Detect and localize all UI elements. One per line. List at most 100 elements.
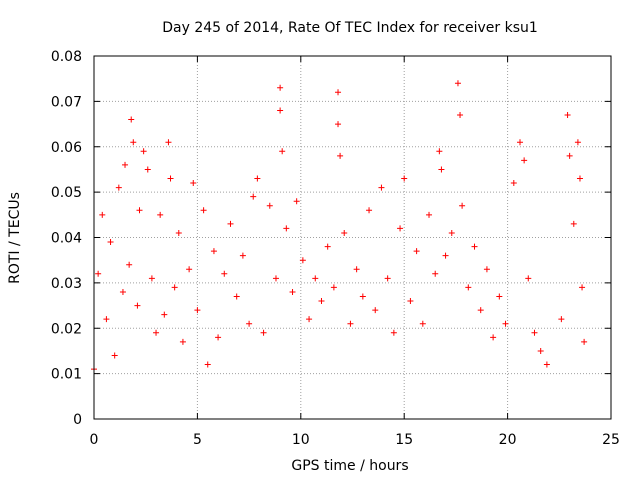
data-point <box>510 180 517 187</box>
data-point <box>190 180 197 187</box>
data-point <box>130 139 137 146</box>
x-axis-label: GPS time / hours <box>291 458 408 474</box>
data-point <box>215 334 222 341</box>
y-tick-label: 0.08 <box>51 49 82 65</box>
data-point <box>438 166 445 173</box>
data-point <box>574 139 581 146</box>
data-point <box>359 293 366 300</box>
data-point <box>266 202 273 209</box>
data-point <box>471 243 478 250</box>
data-point <box>165 139 172 146</box>
data-point <box>279 148 286 155</box>
data-point <box>277 107 284 114</box>
data-point <box>277 84 284 91</box>
y-tick-label: 0.02 <box>51 321 82 337</box>
data-point <box>221 270 228 277</box>
y-tick-label: 0.05 <box>51 185 82 201</box>
data-point <box>134 302 141 309</box>
data-point <box>167 175 174 182</box>
data-point <box>107 239 114 246</box>
y-tick-label: 0.01 <box>51 367 82 383</box>
data-point <box>457 111 464 118</box>
data-point <box>140 148 147 155</box>
data-point <box>272 275 279 282</box>
data-point <box>148 275 155 282</box>
data-point <box>157 211 164 218</box>
data-point <box>378 184 385 191</box>
data-point <box>283 225 290 232</box>
y-tick-label: 0.03 <box>51 276 82 292</box>
data-point <box>161 311 168 318</box>
data-point <box>496 293 503 300</box>
data-point <box>576 175 583 182</box>
data-point <box>570 220 577 227</box>
data-point <box>341 229 348 236</box>
data-point <box>372 307 379 314</box>
x-tick-label: 15 <box>395 432 413 448</box>
data-point <box>289 288 296 295</box>
data-point <box>128 116 135 123</box>
data-points <box>91 80 588 373</box>
data-point <box>436 148 443 155</box>
data-point <box>99 211 106 218</box>
data-point <box>366 207 373 214</box>
data-point <box>306 316 313 323</box>
data-point <box>384 275 391 282</box>
data-point <box>119 288 126 295</box>
data-point <box>517 139 524 146</box>
data-point <box>200 207 207 214</box>
data-point <box>537 347 544 354</box>
data-point <box>531 329 538 336</box>
data-point <box>293 198 300 205</box>
data-point <box>347 320 354 327</box>
data-point <box>330 284 337 291</box>
y-tick-label: 0.04 <box>51 231 82 247</box>
chart-title: Day 245 of 2014, Rate Of TEC Index for r… <box>162 20 538 36</box>
data-point <box>95 270 102 277</box>
data-point <box>335 89 342 96</box>
y-tick-label: 0 <box>73 412 82 428</box>
y-tick-label: 0.07 <box>51 94 82 110</box>
data-point <box>111 352 118 359</box>
data-point <box>525 275 532 282</box>
x-tick-label: 0 <box>90 432 99 448</box>
data-point <box>419 320 426 327</box>
data-point <box>254 175 261 182</box>
data-point <box>179 338 186 345</box>
data-point <box>115 184 122 191</box>
data-point <box>558 316 565 323</box>
data-point <box>397 225 404 232</box>
x-tick-label: 25 <box>602 432 620 448</box>
data-point <box>227 220 234 227</box>
data-point <box>454 80 461 87</box>
data-point <box>318 298 325 305</box>
data-point <box>260 329 267 336</box>
data-point <box>239 252 246 259</box>
y-axis-label: ROTI / TECUs <box>7 192 23 284</box>
data-point <box>390 329 397 336</box>
data-point <box>566 152 573 159</box>
data-point <box>246 320 253 327</box>
data-point <box>324 243 331 250</box>
data-point <box>204 361 211 368</box>
data-point <box>210 248 217 255</box>
data-point <box>171 284 178 291</box>
data-point <box>502 320 509 327</box>
data-point <box>521 157 528 164</box>
data-point <box>432 270 439 277</box>
x-tick-label: 5 <box>193 432 202 448</box>
data-point <box>186 266 193 273</box>
data-point <box>401 175 408 182</box>
x-tick-label: 10 <box>292 432 310 448</box>
data-point <box>353 266 360 273</box>
grid-lines <box>94 56 611 419</box>
data-point <box>483 266 490 273</box>
data-point <box>564 111 571 118</box>
x-axis: 0 5 10 15 20 25 <box>90 56 620 448</box>
data-point <box>477 307 484 314</box>
data-point <box>337 152 344 159</box>
data-point <box>136 207 143 214</box>
data-point <box>459 202 466 209</box>
data-point <box>153 329 160 336</box>
data-point <box>312 275 319 282</box>
